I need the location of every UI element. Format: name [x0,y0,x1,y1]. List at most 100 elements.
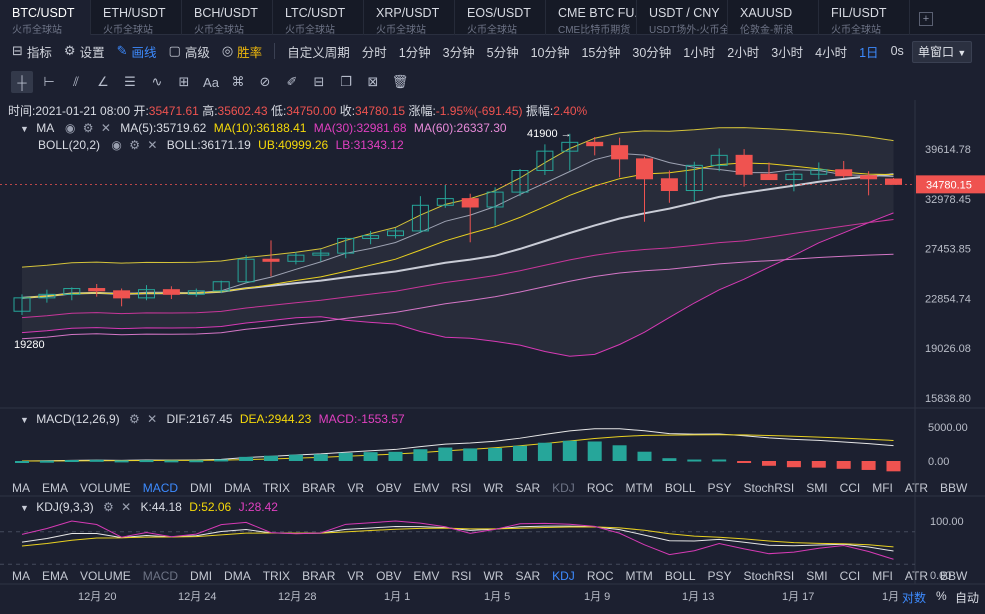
indicator-obv[interactable]: OBV [376,569,402,583]
indicator-volume[interactable]: VOLUME [80,481,131,495]
period-12[interactable]: 1日 [859,45,879,60]
tab-7[interactable]: CME BTC FU... CME比特币期货 [546,0,637,36]
tab-9[interactable]: XAUUSD 伦敦金-新浪 [728,0,819,36]
indicator-obv[interactable]: OBV [376,481,402,495]
indicator-bbw[interactable]: BBW [940,481,968,495]
copy-icon[interactable]: ❐ [340,74,352,89]
advanced-button[interactable]: ▢ 高级 [168,43,210,60]
pencil-icon[interactable]: ✐ [286,74,298,89]
indicator-volume[interactable]: VOLUME [80,569,131,583]
pattern-tool-icon[interactable]: ⌘ [231,74,245,89]
indicator-rsi[interactable]: RSI [451,481,472,495]
tab-6[interactable]: EOS/USDT 火币全球站 [455,0,546,36]
indicator-sar[interactable]: SAR [515,481,541,495]
magnet-icon[interactable]: ⊘ [259,74,271,89]
indicator-dmi[interactable]: DMI [190,481,213,495]
period-3[interactable]: 3分钟 [442,45,475,60]
tab-2[interactable]: ETH/USDT 火币全球站 [91,0,182,36]
period-4[interactable]: 5分钟 [486,45,519,60]
log-scale-button[interactable]: 对数 [902,591,927,605]
indicator-wr[interactable]: WR [483,481,504,495]
text-tool-icon[interactable]: Aa [203,74,219,90]
indicator-cci[interactable]: CCI [839,481,861,495]
indicator-atr[interactable]: ATR [904,569,929,583]
close-icon[interactable]: ✕ [100,121,111,135]
lock-drawing-icon[interactable]: ⊟ [313,74,325,89]
win-rate-button[interactable]: ◎ 胜率 [221,43,263,60]
hide-drawings-icon[interactable]: ⊠ [367,74,379,89]
indicator-atr[interactable]: ATR [904,481,929,495]
indicator-ma[interactable]: MA [12,569,30,583]
period-2[interactable]: 1分钟 [398,45,431,60]
indicator-rsi[interactable]: RSI [451,569,472,583]
indicator-boll[interactable]: BOLL [664,569,696,583]
gear-icon[interactable]: ⚙ [129,138,140,152]
period-11[interactable]: 4小时 [815,45,848,60]
tab-3[interactable]: BCH/USDT 火币全球站 [182,0,273,36]
period-9[interactable]: 2小时 [727,45,760,60]
indicator-mfi[interactable]: MFI [872,569,893,583]
period-6[interactable]: 15分钟 [581,45,621,60]
period-1[interactable]: 分时 [361,45,387,60]
auto-scale-button[interactable]: 自动 [955,591,980,605]
crosshair-icon[interactable]: ┼ [11,71,33,93]
close-icon[interactable]: ✕ [147,412,158,426]
indicator-ema[interactable]: EMA [42,569,69,583]
indicator-sar[interactable]: SAR [515,569,541,583]
collapse-icon[interactable]: ▼ [20,503,29,513]
add-tab-button[interactable]: + [919,12,933,26]
line-tool-icon[interactable]: ⊢ [43,74,55,89]
indicator-vr[interactable]: VR [347,481,365,495]
indicator-macd[interactable]: MACD [142,481,179,495]
tab-1[interactable]: BTC/USDT 火币全球站 [0,0,91,36]
indicator-ma[interactable]: MA [12,481,30,495]
gear-icon[interactable]: ⚙ [102,500,114,514]
settings-button[interactable]: ⚙ 设置 [63,43,105,60]
horizontal-lines-icon[interactable]: ☰ [124,74,136,89]
indicator-roc[interactable]: ROC [586,481,614,495]
close-icon[interactable]: ✕ [121,500,132,514]
delete-icon[interactable]: 🗑 [391,74,409,89]
indicator-dma[interactable]: DMA [224,569,251,583]
indicator-bbw[interactable]: BBW [940,569,968,583]
indicator-mtm[interactable]: MTM [625,569,653,583]
indicator-dmi[interactable]: DMI [190,569,213,583]
indicator-button[interactable]: ⊟ 指标 [12,43,52,60]
window-mode-select[interactable]: 单窗口 ▼ [912,41,972,63]
indicator-vr[interactable]: VR [347,569,365,583]
period-7[interactable]: 30分钟 [632,45,672,60]
seconds-button[interactable]: 0s [890,44,904,58]
indicator-emv[interactable]: EMV [413,481,440,495]
tab-8[interactable]: USDT / CNY USDT场外-火币全 [637,0,728,36]
indicator-trix[interactable]: TRIX [262,569,291,583]
indicator-wr[interactable]: WR [483,569,504,583]
indicator-psy[interactable]: PSY [707,569,732,583]
indicator-trix[interactable]: TRIX [262,481,291,495]
indicator-psy[interactable]: PSY [707,481,732,495]
period-8[interactable]: 1小时 [683,45,716,60]
indicator-dma[interactable]: DMA [224,481,251,495]
indicator-mfi[interactable]: MFI [872,481,893,495]
indicator-emv[interactable]: EMV [413,569,440,583]
period-10[interactable]: 3小时 [771,45,804,60]
indicator-cci[interactable]: CCI [839,569,861,583]
tab-5[interactable]: XRP/USDT 火币全球站 [364,0,455,36]
close-icon[interactable]: ✕ [147,138,158,152]
indicator-smi[interactable]: SMI [806,481,828,495]
indicator-kdj[interactable]: KDJ [552,569,575,583]
eye-icon[interactable]: ◉ [64,121,76,135]
gear-icon[interactable]: ⚙ [128,412,140,426]
parallel-line-icon[interactable]: ⫽ [73,74,79,89]
indicator-brar[interactable]: BRAR [302,569,336,583]
fibonacci-icon[interactable]: ⊞ [178,74,190,89]
indicator-brar[interactable]: BRAR [302,481,336,495]
indicator-kdj[interactable]: KDJ [552,481,575,495]
tab-4[interactable]: LTC/USDT 火币全球站 [273,0,364,36]
collapse-icon[interactable]: ▼ [20,124,29,134]
angle-tool-icon[interactable]: ∠ [97,74,109,89]
indicator-roc[interactable]: ROC [586,569,614,583]
indicator-smi[interactable]: SMI [806,569,828,583]
draw-button[interactable]: ✎ 画线 [116,43,157,60]
gear-icon[interactable]: ⚙ [82,121,94,135]
indicator-stochrsi[interactable]: StochRSI [743,569,795,583]
